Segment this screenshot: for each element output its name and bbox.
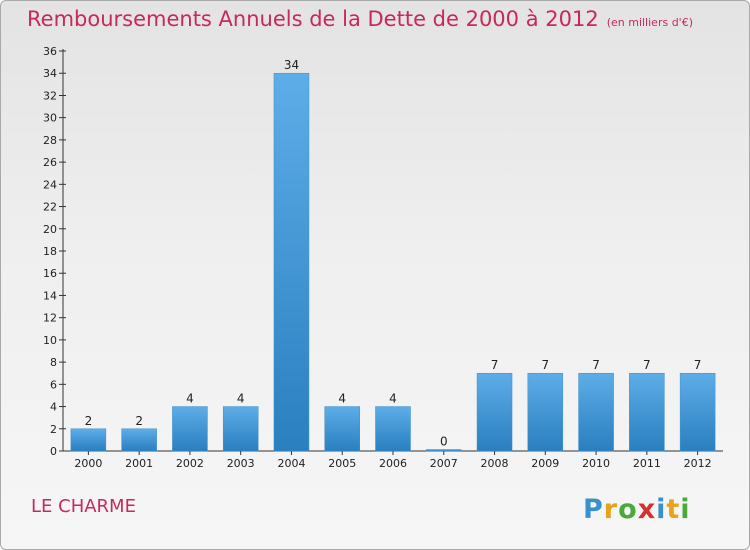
- y-tick-label: 4: [50, 401, 57, 414]
- y-tick-label: 14: [43, 289, 57, 302]
- y-tick-label: 8: [50, 356, 57, 369]
- y-tick-label: 30: [43, 112, 57, 125]
- commune-name: LE CHARME: [31, 496, 136, 517]
- bar-2005: [324, 406, 360, 452]
- data-label-2012: 7: [694, 358, 702, 372]
- chart-title: Remboursements Annuels de la Dette de 20…: [27, 7, 693, 31]
- x-tick-label-2006: 2006: [379, 457, 407, 470]
- y-tick-label: 6: [50, 378, 57, 391]
- y-tick-label: 26: [43, 156, 57, 169]
- y-tick-label: 28: [43, 134, 57, 147]
- unit-note: (en milliers d'€): [606, 16, 693, 29]
- bar-2008: [476, 372, 513, 452]
- y-tick-label: 36: [43, 45, 57, 58]
- data-label-2003: 4: [237, 392, 245, 406]
- bar-2012: [679, 372, 716, 452]
- svg-text:Proxiti: Proxiti: [583, 494, 691, 525]
- y-tick-label: 34: [43, 67, 57, 80]
- y-tick-label: 20: [43, 223, 57, 236]
- bar-2011: [629, 372, 665, 452]
- data-label-2005: 4: [338, 392, 346, 406]
- x-tick-label-2005: 2005: [328, 457, 356, 470]
- x-tick-label-2003: 2003: [227, 457, 255, 470]
- data-label-2002: 4: [186, 392, 194, 406]
- data-label-2011: 7: [643, 358, 651, 372]
- data-label-2007: 0: [440, 435, 448, 449]
- bars: [70, 72, 716, 452]
- data-label-2010: 7: [592, 358, 600, 372]
- y-tick-label: 10: [43, 334, 57, 347]
- y-tick-label: 12: [43, 312, 57, 325]
- y-tick-label: 2: [50, 423, 57, 436]
- x-tick-label-2002: 2002: [176, 457, 204, 470]
- bar-2009: [527, 372, 564, 452]
- y-tick-label: 22: [43, 201, 57, 214]
- x-tick-label-2012: 2012: [684, 457, 712, 470]
- bar-2007: [426, 449, 462, 452]
- bar-2004: [273, 72, 310, 452]
- data-label-2006: 4: [389, 392, 397, 406]
- y-tick-label: 18: [43, 245, 57, 258]
- chart-title-text: Remboursements Annuels de la Dette de 20…: [27, 7, 599, 31]
- bar-2001: [121, 428, 157, 452]
- x-tick-label-2004: 2004: [277, 457, 305, 470]
- x-tick-label-2007: 2007: [430, 457, 458, 470]
- x-tick-label-2008: 2008: [481, 457, 509, 470]
- y-tick-label: 16: [43, 267, 57, 280]
- x-tick-label-2011: 2011: [633, 457, 661, 470]
- bar-2003: [222, 406, 259, 452]
- y-tick-label: 0: [50, 445, 57, 458]
- bar-2006: [375, 406, 411, 452]
- proxiti-logo: Proxiti: [583, 494, 691, 525]
- data-labels: 2 2 4 4 34 4 4 0 7 7 7 7 7: [85, 58, 702, 448]
- data-label-2000: 2: [85, 414, 93, 428]
- x-tick-label-2000: 2000: [74, 457, 102, 470]
- data-label-2008: 7: [491, 358, 499, 372]
- data-label-2001: 2: [135, 414, 143, 428]
- x-tick-label-2009: 2009: [531, 457, 559, 470]
- x-tick-label-2010: 2010: [582, 457, 610, 470]
- bar-2002: [172, 406, 208, 452]
- x-tick-label-2001: 2001: [125, 457, 153, 470]
- y-tick-label: 32: [43, 89, 57, 102]
- y-tick-label: 24: [43, 178, 57, 191]
- data-label-2004: 34: [284, 58, 299, 72]
- bar-2000: [70, 428, 107, 452]
- data-label-2009: 7: [541, 358, 549, 372]
- bar-2010: [578, 372, 614, 452]
